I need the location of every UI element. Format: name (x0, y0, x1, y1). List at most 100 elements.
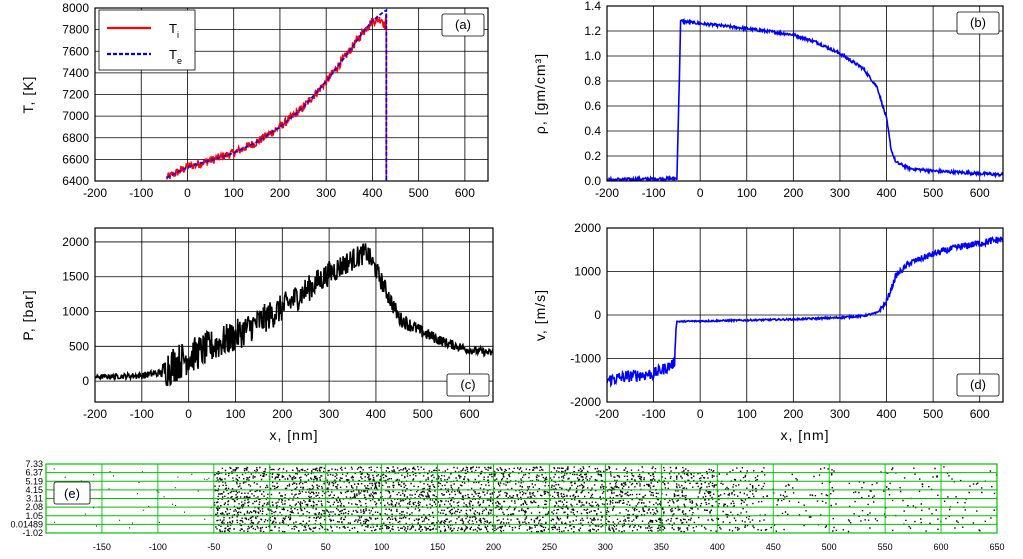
legend-entry-main: T (169, 21, 177, 36)
x-tick-label: 200 (272, 407, 292, 421)
x-tick-label: -100 (642, 407, 666, 421)
legend-entry-sub: e (177, 56, 182, 66)
y-tick-label: 0.2 (584, 149, 601, 163)
y-tick-label: 1.2 (584, 24, 601, 38)
y-tick-label: 5.19 (25, 476, 43, 486)
x-tick-label: 300 (598, 542, 613, 552)
panel-label-box (956, 11, 1000, 35)
y-axis-label: P, [bar] (20, 289, 36, 340)
x-tick-label: 550 (878, 542, 893, 552)
x-tick-label: 600 (970, 407, 990, 421)
y-tick-label: 2000 (62, 235, 89, 249)
y-tick-label: 7600 (62, 44, 89, 58)
x-tick-label: -200 (595, 186, 619, 200)
legend-entry-sub: i (177, 30, 179, 40)
x-tick-label: -150 (93, 542, 111, 552)
y-axis-label: ρ, [gm/cm³] (532, 53, 548, 134)
y-tick-label: 8000 (62, 1, 89, 15)
legend-entry: Ti (169, 21, 179, 40)
x-tick-label: 0 (697, 407, 704, 421)
x-tick-label: 350 (654, 542, 669, 552)
legend-entry: Te (169, 47, 182, 66)
legend-box (98, 9, 196, 71)
x-tick-label: 400 (877, 186, 897, 200)
y-axis-label: T, [K] (20, 76, 36, 114)
x-tick-label: 0 (185, 407, 192, 421)
y-tick-label: 6600 (62, 152, 89, 166)
x-tick-label: -50 (207, 542, 220, 552)
y-tick-label: 1000 (62, 305, 89, 319)
x-tick-label: 0 (267, 542, 272, 552)
x-tick-label: 0 (697, 186, 704, 200)
x-tick-label: 200 (486, 542, 501, 552)
y-tick-label: 1.0 (584, 49, 601, 63)
y-tick-label: 7800 (62, 23, 89, 37)
panel-label: (b) (970, 15, 986, 30)
y-tick-label: 1000 (574, 265, 601, 279)
y-tick-label: 0 (82, 374, 89, 388)
y-tick-label: 0.0 (584, 174, 601, 188)
y-tick-label: 1500 (62, 270, 89, 284)
y-tick-label: 0.8 (584, 74, 601, 88)
x-tick-label: 600 (970, 186, 990, 200)
x-tick-label: 400 (877, 407, 897, 421)
y-tick-label: 2000 (574, 221, 601, 235)
x-tick-label: 50 (321, 542, 331, 552)
y-tick-label: 0 (594, 308, 601, 322)
x-tick-label: 600 (455, 186, 475, 200)
y-tick-label: -2000 (570, 395, 601, 409)
panel-label: (a) (455, 17, 471, 32)
y-tick-label: 0.01489 (10, 519, 43, 529)
plot-frame (606, 5, 1004, 182)
panel-b-density-chart: -200 -100 0 100 200 300 400 500 600 0.0 0.2 0.4 0.6 0… (532, 0, 1004, 200)
y-tick-label: 6400 (62, 174, 89, 188)
panel-label: (c) (460, 377, 475, 392)
x-tick-label: 200 (270, 186, 290, 200)
y-tick-label: 6800 (62, 131, 89, 145)
x-tick-label: -100 (130, 407, 154, 421)
x-tick-label: 200 (783, 186, 803, 200)
plot-area (95, 228, 493, 402)
y-tick-label: 0.4 (584, 124, 601, 138)
y-tick-label: 2.08 (25, 502, 43, 512)
y-tick-label: 500 (69, 339, 89, 353)
panel-label-box (956, 373, 1000, 397)
x-axis-label: x, [nm] (780, 427, 829, 443)
y-tick-label: -1.02 (22, 528, 43, 538)
y-tick-label: 1.05 (25, 511, 43, 521)
panel-label: (e) (64, 486, 80, 501)
x-tick-label: 500 (409, 186, 429, 200)
panel-e-atom-scatter: -150 -100 -50 0 50 100 150 200 250 300 350 400 450 50… (10, 459, 1004, 552)
x-tick-label: 300 (830, 186, 850, 200)
x-tick-label: 300 (830, 407, 850, 421)
series-line-P (95, 243, 493, 387)
plot-frame (606, 227, 1004, 403)
x-tick-label: -100 (129, 186, 153, 200)
x-tick-label: 600 (934, 542, 949, 552)
x-tick-label: 400 (366, 407, 386, 421)
panel-label-box (53, 481, 91, 505)
x-tick-label: 100 (224, 186, 244, 200)
x-tick-label: 400 (710, 542, 725, 552)
panel-label-box (446, 373, 490, 397)
y-tick-label: 4.15 (25, 485, 43, 495)
x-tick-label: -200 (83, 407, 107, 421)
x-tick-label: 500 (923, 186, 943, 200)
panel-a-temperature-chart: -200 -100 0 100 200 300 400 500 600 6400 6600 6800 7… (20, 1, 489, 200)
x-tick-label: 100 (737, 407, 757, 421)
x-tick-label: 400 (362, 186, 382, 200)
y-tick-label: 3.11 (26, 494, 43, 504)
y-tick-label: 7200 (62, 88, 89, 102)
panel-c-pressure-chart: -200 -100 0 100 200 300 400 500 600 0 500 1000 1500 2… (20, 227, 494, 443)
x-tick-label: 500 (822, 542, 837, 552)
x-tick-label: 0 (184, 186, 191, 200)
panel-label: (d) (970, 377, 986, 392)
series-line-Te (166, 8, 388, 181)
y-axis-label: v, [m/s] (532, 289, 548, 341)
x-tick-label: 300 (319, 407, 339, 421)
y-tick-label: -1000 (570, 352, 601, 366)
y-tick-label: 7000 (62, 109, 89, 123)
panel-label-box (441, 13, 485, 37)
